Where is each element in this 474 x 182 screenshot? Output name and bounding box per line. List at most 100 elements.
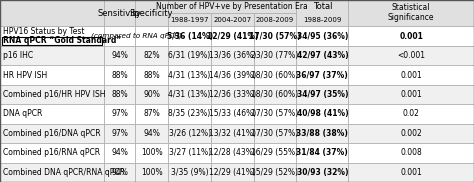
Bar <box>348 104 474 124</box>
Bar <box>104 46 135 65</box>
Bar <box>211 46 254 65</box>
Bar <box>0 143 104 163</box>
Bar <box>135 104 168 124</box>
Bar <box>168 124 211 143</box>
Text: 17/30 (57%): 17/30 (57%) <box>251 109 299 118</box>
Bar <box>211 163 254 182</box>
Bar <box>296 46 348 65</box>
Bar <box>296 104 348 124</box>
Text: Statistical: Statistical <box>392 3 430 12</box>
Text: Total: Total <box>312 2 332 11</box>
Text: 88%: 88% <box>111 70 128 80</box>
Text: 0.001: 0.001 <box>401 90 422 99</box>
Bar <box>254 13 296 26</box>
Bar <box>135 85 168 104</box>
Bar <box>348 0 474 26</box>
Text: 30/93 (32%): 30/93 (32%) <box>297 168 348 177</box>
Bar <box>0 46 104 65</box>
Bar <box>254 65 296 85</box>
Bar <box>348 143 474 163</box>
Bar <box>254 85 296 104</box>
Text: 15/33 (46%): 15/33 (46%) <box>209 109 256 118</box>
Bar <box>2 37 102 45</box>
Bar <box>0 163 104 182</box>
Text: HPV16 Status by Test: HPV16 Status by Test <box>3 27 84 36</box>
Text: 33/88 (38%): 33/88 (38%) <box>296 129 348 138</box>
Bar <box>348 46 474 65</box>
Text: 2008-2009: 2008-2009 <box>256 17 294 23</box>
Bar <box>211 104 254 124</box>
Text: 12/29 (41%): 12/29 (41%) <box>207 32 258 41</box>
Bar <box>135 0 168 26</box>
Text: 5/36 (14%): 5/36 (14%) <box>166 32 213 41</box>
Bar <box>211 85 254 104</box>
Text: 90%: 90% <box>143 90 160 99</box>
Text: 100%: 100% <box>141 148 163 157</box>
Text: 97%: 97% <box>111 129 128 138</box>
Text: 14/36 (39%): 14/36 (39%) <box>209 70 256 80</box>
Text: 94%: 94% <box>143 129 160 138</box>
Bar <box>104 26 135 46</box>
Text: 94%: 94% <box>111 148 128 157</box>
Bar <box>168 163 211 182</box>
Bar <box>104 143 135 163</box>
Bar <box>254 124 296 143</box>
Text: 2004-2007: 2004-2007 <box>213 17 251 23</box>
Bar <box>0 104 104 124</box>
Text: 34/97 (35%): 34/97 (35%) <box>297 90 348 99</box>
Text: 97%: 97% <box>111 109 128 118</box>
Text: 0.02: 0.02 <box>403 109 419 118</box>
Bar <box>296 0 348 26</box>
Text: 94%: 94% <box>111 51 128 60</box>
Text: Specificity: Specificity <box>130 9 173 18</box>
Bar <box>348 65 474 85</box>
Text: 40/98 (41%): 40/98 (41%) <box>297 109 348 118</box>
Text: 15/29 (52%): 15/29 (52%) <box>251 168 299 177</box>
Text: 13/36 (36%): 13/36 (36%) <box>209 51 256 60</box>
Bar <box>296 124 348 143</box>
Text: HR HPV ISH: HR HPV ISH <box>3 70 47 80</box>
Bar <box>348 85 474 104</box>
Bar <box>211 124 254 143</box>
Bar <box>0 124 104 143</box>
Text: 88%: 88% <box>111 90 128 99</box>
Bar <box>135 163 168 182</box>
Text: 16/29 (55%): 16/29 (55%) <box>251 148 299 157</box>
Text: 94%: 94% <box>111 168 128 177</box>
Text: 6/31 (19%): 6/31 (19%) <box>168 51 211 60</box>
Text: 4/31 (13%): 4/31 (13%) <box>168 70 211 80</box>
Bar <box>104 163 135 182</box>
Bar <box>168 26 211 46</box>
Text: 1988-2009: 1988-2009 <box>303 17 341 23</box>
Bar <box>168 104 211 124</box>
Bar <box>296 163 348 182</box>
Bar <box>254 26 296 46</box>
Bar <box>296 143 348 163</box>
Text: 36/97 (37%): 36/97 (37%) <box>296 70 348 80</box>
Text: Sensitivity: Sensitivity <box>98 9 142 18</box>
Text: RNA qPCR “Gold Standard”: RNA qPCR “Gold Standard” <box>3 36 121 45</box>
Text: 23/30 (77%): 23/30 (77%) <box>251 51 299 60</box>
Text: 87%: 87% <box>143 109 160 118</box>
Bar <box>211 26 254 46</box>
Text: 1988-1997: 1988-1997 <box>170 17 209 23</box>
Text: 0.002: 0.002 <box>401 129 422 138</box>
Bar <box>348 163 474 182</box>
Text: 0.008: 0.008 <box>401 148 422 157</box>
Bar <box>0 26 104 46</box>
Bar <box>348 124 474 143</box>
Text: 3/26 (12%): 3/26 (12%) <box>169 129 210 138</box>
Bar <box>0 0 104 26</box>
Text: Combined p16/HR HPV ISH: Combined p16/HR HPV ISH <box>3 90 106 99</box>
Text: Number of HPV+ve by Presentation Era: Number of HPV+ve by Presentation Era <box>156 2 308 11</box>
Bar <box>211 13 254 26</box>
Bar <box>211 143 254 163</box>
Text: 34/95 (36%): 34/95 (36%) <box>297 32 348 41</box>
Text: Significance: Significance <box>388 13 435 22</box>
Bar <box>135 65 168 85</box>
Bar <box>0 65 104 85</box>
Bar <box>254 46 296 65</box>
Text: 3/27 (11%): 3/27 (11%) <box>169 148 210 157</box>
Bar <box>211 65 254 85</box>
Text: 17/30 (57%): 17/30 (57%) <box>251 129 299 138</box>
